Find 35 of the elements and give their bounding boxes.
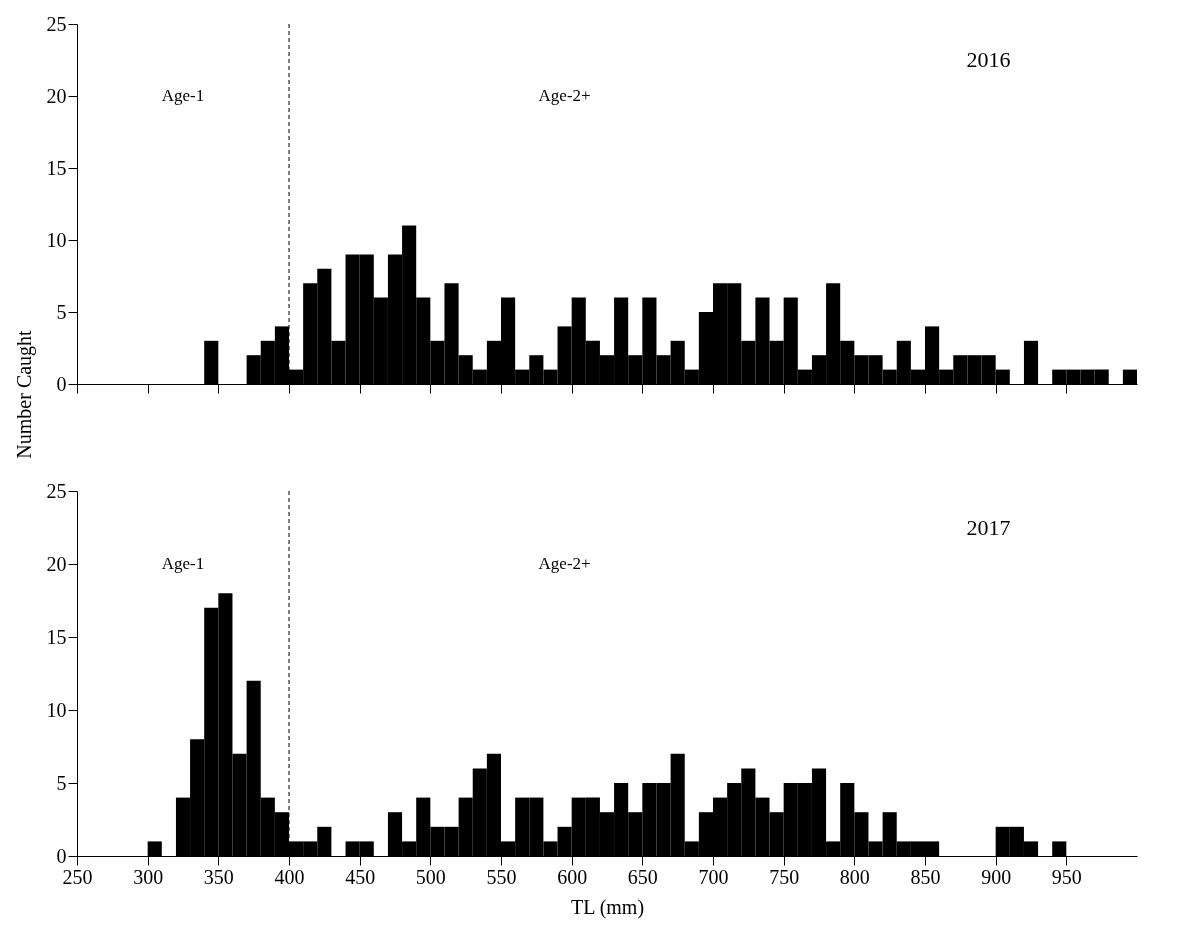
y-tick-label: 5 — [56, 771, 67, 794]
y-axis-title: Number Caught — [12, 329, 36, 459]
x-tick-label: 850 — [910, 865, 941, 888]
x-tick-label: 900 — [981, 865, 1012, 888]
x-tick-label: 300 — [133, 865, 164, 888]
y-tick-label: 15 — [46, 625, 67, 648]
annotation: 2017 — [966, 514, 1011, 540]
x-tick-label: 600 — [557, 865, 588, 888]
annotation: Age-1 — [161, 86, 205, 105]
y-tick-label: 20 — [46, 552, 67, 575]
y-tick-label: 0 — [56, 372, 67, 395]
y-tick-label: 5 — [56, 300, 67, 323]
x-tick-label: 750 — [769, 865, 800, 888]
x-tick-label: 950 — [1051, 865, 1082, 888]
x-tick-label: 650 — [627, 865, 658, 888]
y-tick-label: 10 — [46, 698, 67, 721]
annotation: Age-2+ — [538, 554, 591, 573]
y-tick-label: 25 — [46, 479, 67, 502]
x-tick-label: 550 — [486, 865, 517, 888]
y-tick-label: 15 — [46, 156, 67, 179]
x-tick-label: 700 — [698, 865, 729, 888]
y-tick-label: 25 — [46, 12, 67, 35]
x-tick-label: 250 — [62, 865, 93, 888]
x-tick-label: 800 — [839, 865, 870, 888]
x-tick-label: 350 — [203, 865, 234, 888]
y-tick-label: 10 — [46, 228, 67, 251]
x-tick-label: 500 — [415, 865, 446, 888]
annotation: 2016 — [966, 47, 1011, 72]
y-tick-label: 0 — [56, 844, 67, 867]
y-tick-label: 20 — [46, 84, 67, 107]
annotation: Age-2+ — [538, 86, 591, 105]
x-tick-label: 450 — [345, 865, 376, 888]
annotation: Age-1 — [161, 554, 205, 573]
x-tick-label: 400 — [274, 865, 305, 888]
x-axis-title: TL (mm) — [570, 895, 645, 919]
